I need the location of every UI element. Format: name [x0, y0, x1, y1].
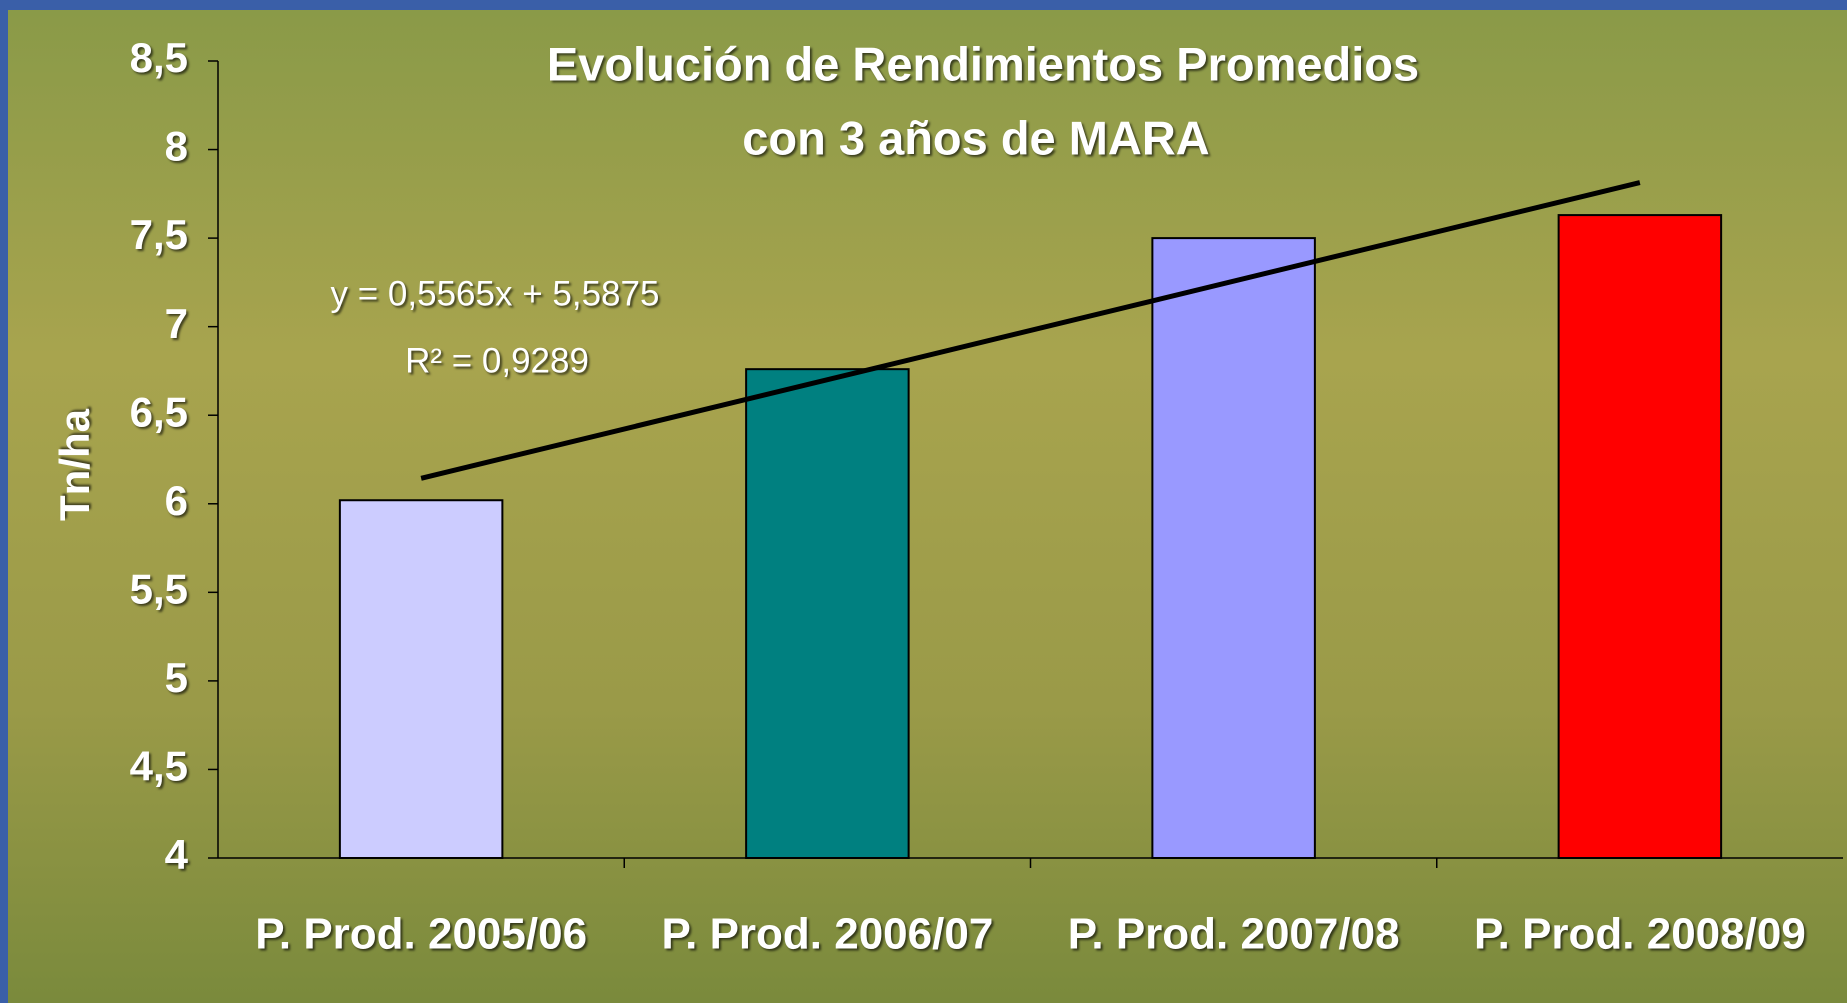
trend-equation: y = 0,5565x + 5,5875 [331, 274, 660, 313]
x-tick-label: P. Prod. 2008/09 [1474, 910, 1806, 959]
y-tick-label: 7 [165, 300, 188, 347]
x-tick-label: P. Prod. 2007/08 [1068, 910, 1400, 959]
y-tick-label: 4 [165, 831, 189, 878]
y-tick-label: 7,5 [130, 211, 188, 258]
y-axis-label: Tn/ha [51, 408, 98, 521]
y-tick-label: 4,5 [130, 743, 188, 790]
chart-title: Evolución de Rendimientos Promedios [547, 37, 1419, 90]
y-tick-label: 5,5 [130, 565, 188, 612]
bar [1557, 214, 1723, 859]
bar [338, 499, 504, 859]
trendline [420, 180, 1641, 481]
y-tick-label: 8 [165, 123, 188, 170]
y-tick-label: 6 [165, 477, 188, 524]
trend-r2: R² = 0,9289 [405, 341, 589, 380]
x-tick-label: P. Prod. 2005/06 [255, 910, 587, 959]
background [8, 10, 1847, 1003]
y-tick-label: 6,5 [130, 388, 188, 435]
x-tick-label: P. Prod. 2006/07 [661, 910, 993, 959]
chart-title: con 3 años de MARA [742, 111, 1209, 164]
y-tick-label: 5 [165, 654, 188, 701]
bar [1151, 237, 1316, 860]
y-tick-label: 8,5 [130, 34, 188, 81]
bar [745, 368, 910, 859]
